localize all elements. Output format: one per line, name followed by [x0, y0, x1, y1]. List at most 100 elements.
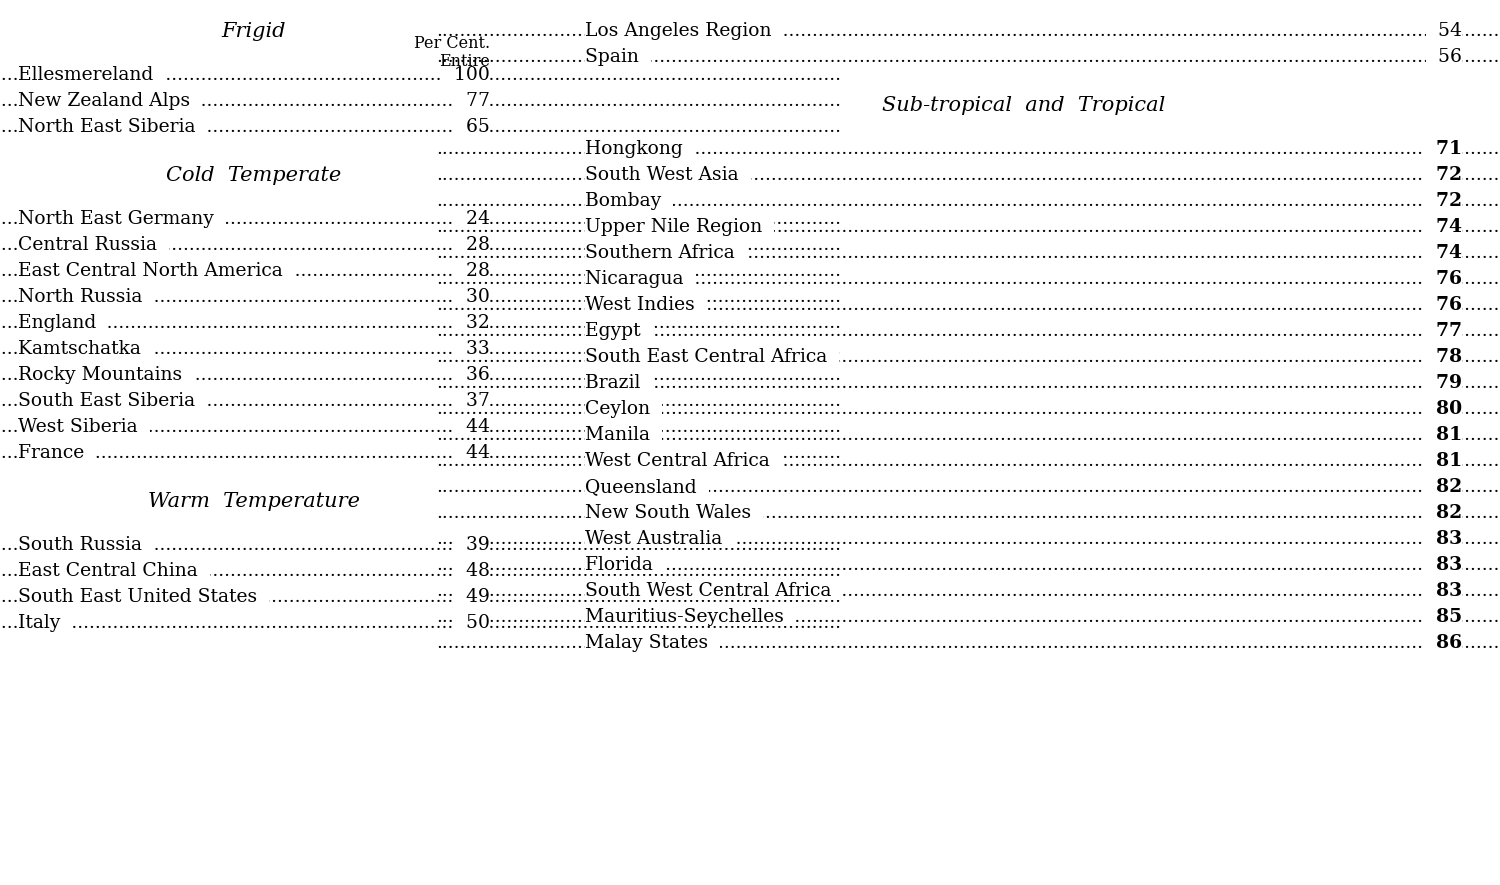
- Text: 74: 74: [1424, 244, 1462, 262]
- Text: ................................................................................: ........................................…: [436, 48, 1500, 66]
- Text: ................................................................................: ........................................…: [436, 218, 1500, 236]
- Text: 71: 71: [1424, 140, 1462, 158]
- Text: 28: 28: [454, 236, 490, 254]
- Text: ................................................................................: ........................................…: [0, 236, 842, 254]
- Text: 80: 80: [1424, 400, 1462, 418]
- Text: East Central China: East Central China: [18, 562, 210, 580]
- Text: ................................................................................: ........................................…: [0, 588, 842, 606]
- Text: 30: 30: [454, 288, 490, 306]
- Text: South East United States: South East United States: [18, 588, 268, 606]
- Text: France: France: [18, 444, 96, 462]
- Text: 77: 77: [454, 92, 490, 110]
- Text: East Central North America: East Central North America: [18, 262, 294, 280]
- Text: ................................................................................: ........................................…: [0, 562, 842, 580]
- Text: 36: 36: [454, 366, 490, 384]
- Text: Malay States: Malay States: [585, 634, 720, 652]
- Text: ................................................................................: ........................................…: [436, 634, 1500, 652]
- Text: New South Wales: New South Wales: [585, 504, 764, 522]
- Text: ................................................................................: ........................................…: [0, 314, 842, 332]
- Text: Central Russia: Central Russia: [18, 236, 170, 254]
- Text: New Zealand Alps: New Zealand Alps: [18, 92, 203, 110]
- Text: 39: 39: [454, 536, 490, 554]
- Text: ................................................................................: ........................................…: [436, 244, 1500, 262]
- Text: ................................................................................: ........................................…: [436, 270, 1500, 288]
- Text: Frigid: Frigid: [222, 22, 286, 41]
- Text: Warm  Temperature: Warm Temperature: [148, 492, 360, 511]
- Text: Ceylon: Ceylon: [585, 400, 662, 418]
- Text: 74: 74: [1424, 218, 1462, 236]
- Text: Southern Africa: Southern Africa: [585, 244, 747, 262]
- Text: ................................................................................: ........................................…: [436, 22, 1500, 40]
- Text: ................................................................................: ........................................…: [436, 530, 1500, 548]
- Text: West Australia: West Australia: [585, 530, 735, 548]
- Text: ................................................................................: ........................................…: [436, 322, 1500, 340]
- Text: 28: 28: [454, 262, 490, 280]
- Text: ................................................................................: ........................................…: [436, 504, 1500, 522]
- Text: 32: 32: [454, 314, 490, 332]
- Text: Rocky Mountains: Rocky Mountains: [18, 366, 194, 384]
- Text: 37: 37: [454, 392, 490, 410]
- Text: 48: 48: [454, 562, 490, 580]
- Text: 54: 54: [1426, 22, 1462, 40]
- Text: ................................................................................: ........................................…: [0, 614, 842, 632]
- Text: Nicaragua: Nicaragua: [585, 270, 696, 288]
- Text: ................................................................................: ........................................…: [0, 118, 842, 136]
- Text: Queensland: Queensland: [585, 478, 708, 496]
- Text: 83: 83: [1422, 530, 1462, 548]
- Text: Entire: Entire: [440, 53, 491, 70]
- Text: 49: 49: [454, 588, 490, 606]
- Text: ................................................................................: ........................................…: [436, 296, 1500, 314]
- Text: ................................................................................: ........................................…: [0, 392, 842, 410]
- Text: 76: 76: [1424, 296, 1462, 314]
- Text: 33: 33: [454, 340, 490, 358]
- Text: 76: 76: [1424, 270, 1462, 288]
- Text: 78: 78: [1424, 348, 1462, 366]
- Text: 86: 86: [1424, 634, 1462, 652]
- Text: Los Angeles Region: Los Angeles Region: [585, 22, 783, 40]
- Text: ................................................................................: ........................................…: [0, 340, 842, 358]
- Text: South East Central Africa: South East Central Africa: [585, 348, 840, 366]
- Text: 83: 83: [1422, 556, 1462, 574]
- Text: Manila: Manila: [585, 426, 662, 444]
- Text: Hongkong: Hongkong: [585, 140, 694, 158]
- Text: West Siberia: West Siberia: [18, 418, 150, 436]
- Text: ................................................................................: ........................................…: [0, 418, 842, 436]
- Text: ................................................................................: ........................................…: [436, 556, 1500, 574]
- Text: ................................................................................: ........................................…: [436, 140, 1500, 158]
- Text: Bombay: Bombay: [585, 192, 674, 210]
- Text: 85: 85: [1424, 608, 1462, 626]
- Text: North East Siberia: North East Siberia: [18, 118, 207, 136]
- Text: 56: 56: [1426, 48, 1462, 66]
- Text: West Central Africa: West Central Africa: [585, 452, 782, 470]
- Text: 100: 100: [442, 66, 491, 84]
- Text: 24: 24: [454, 210, 490, 228]
- Text: 72: 72: [1424, 192, 1462, 210]
- Text: ................................................................................: ........................................…: [436, 192, 1500, 210]
- Text: Egypt: Egypt: [585, 322, 652, 340]
- Text: 79: 79: [1424, 374, 1462, 392]
- Text: Ellesmereland: Ellesmereland: [18, 66, 165, 84]
- Text: ................................................................................: ........................................…: [0, 444, 842, 462]
- Text: ................................................................................: ........................................…: [436, 608, 1500, 626]
- Text: 81: 81: [1422, 426, 1462, 444]
- Text: Per Cent.: Per Cent.: [414, 35, 491, 52]
- Text: ................................................................................: ........................................…: [436, 374, 1500, 392]
- Text: 83: 83: [1422, 582, 1462, 600]
- Text: North Russia: North Russia: [18, 288, 154, 306]
- Text: 72: 72: [1424, 166, 1462, 184]
- Text: ................................................................................: ........................................…: [436, 400, 1500, 418]
- Text: Italy: Italy: [18, 614, 72, 632]
- Text: Sub-tropical  and  Tropical: Sub-tropical and Tropical: [882, 96, 1166, 115]
- Text: South East Siberia: South East Siberia: [18, 392, 207, 410]
- Text: ................................................................................: ........................................…: [0, 366, 842, 384]
- Text: 82: 82: [1424, 504, 1462, 522]
- Text: ................................................................................: ........................................…: [436, 166, 1500, 184]
- Text: 77: 77: [1424, 322, 1462, 340]
- Text: Upper Nile Region: Upper Nile Region: [585, 218, 774, 236]
- Text: 81: 81: [1422, 452, 1462, 470]
- Text: Florida: Florida: [585, 556, 664, 574]
- Text: 44: 44: [454, 418, 490, 436]
- Text: Cold  Temperate: Cold Temperate: [166, 166, 342, 185]
- Text: 44: 44: [454, 444, 490, 462]
- Text: South West Asia: South West Asia: [585, 166, 750, 184]
